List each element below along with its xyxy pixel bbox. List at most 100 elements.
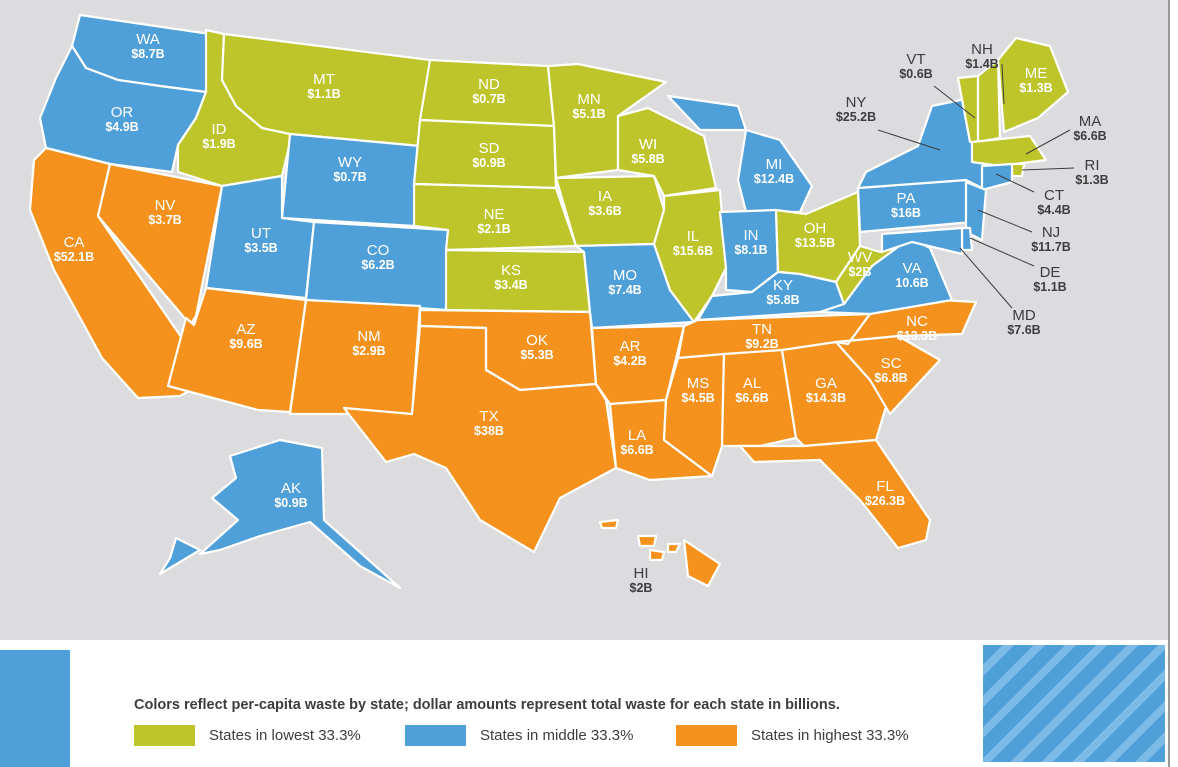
state-code-mo: MO (613, 267, 637, 284)
state-code-nj: NJ (1042, 224, 1060, 241)
callout-line (959, 247, 1013, 309)
state-value-or: $4.9B (105, 120, 138, 134)
state-me (996, 36, 1070, 134)
state-code-ar: AR (620, 338, 641, 355)
state-code-ct: CT (1044, 187, 1064, 204)
state-code-wi: WI (639, 136, 657, 153)
state-code-de: DE (1040, 264, 1061, 281)
state-ct (980, 162, 1014, 192)
state-code-co: CO (367, 242, 390, 259)
state-code-ca: CA (64, 234, 85, 251)
state-part-2 (598, 518, 620, 530)
state-part-5 (648, 548, 666, 562)
state-value-sc: $6.8B (874, 371, 907, 385)
state-tx (342, 324, 618, 554)
callout-line (995, 173, 1035, 193)
state-value-sd: $0.9B (472, 156, 505, 170)
state-code-ma: MA (1079, 113, 1102, 130)
legend-swatch-low (134, 724, 195, 746)
state-value-hi: $2B (630, 581, 653, 595)
state-code-mn: MN (577, 91, 600, 108)
state-value-nh: $1.4B (965, 57, 998, 71)
state-hi (682, 538, 722, 588)
state-code-nc: NC (906, 313, 928, 330)
footer-accent-right (983, 645, 1165, 762)
state-code-nh: NH (971, 41, 993, 58)
state-code-oh: OH (804, 220, 827, 237)
state-code-pa: PA (897, 190, 916, 207)
state-value-fl: $26.3B (865, 494, 905, 508)
state-code-ok: OK (526, 332, 548, 349)
callout-line (877, 129, 941, 151)
state-value-il: $15.6B (673, 244, 713, 258)
state-value-mo: $7.4B (608, 283, 641, 297)
legend-label-high: States in highest 33.3% (751, 726, 909, 744)
state-code-ny: NY (846, 94, 867, 111)
callout-line (1021, 167, 1075, 171)
state-part-1 (158, 536, 202, 576)
state-value-ks: $3.4B (494, 278, 527, 292)
state-value-ct: $4.4B (1037, 203, 1070, 217)
state-value-ma: $6.6B (1073, 129, 1106, 143)
state-value-vt: $0.6B (899, 67, 932, 81)
state-code-ms: MS (687, 375, 710, 392)
state-code-sc: SC (881, 355, 902, 372)
state-value-ut: $3.5B (244, 241, 277, 255)
state-code-wv: WV (848, 249, 872, 266)
state-code-ri: RI (1085, 157, 1100, 174)
legend-label-mid: States in middle 33.3% (480, 726, 634, 744)
state-code-az: AZ (236, 321, 255, 338)
state-fl (738, 438, 932, 550)
state-value-az: $9.6B (229, 337, 262, 351)
state-code-ia: IA (598, 188, 612, 205)
state-nj (964, 180, 988, 242)
legend-title: Colors reflect per-capita waste by state… (134, 697, 840, 713)
state-ak (198, 438, 402, 590)
state-value-de: $1.1B (1033, 280, 1066, 294)
state-value-in: $8.1B (734, 243, 767, 257)
state-value-wi: $5.8B (631, 152, 664, 166)
state-wi (616, 106, 718, 198)
state-part-4 (666, 542, 682, 554)
state-value-mn: $5.1B (572, 107, 605, 121)
legend-swatch-high (676, 724, 737, 746)
state-code-ne: NE (484, 206, 505, 223)
callout-line (933, 85, 976, 119)
state-value-ky: $5.8B (766, 293, 799, 307)
state-value-tx: $38B (474, 424, 504, 438)
legend-label-low: States in lowest 33.3% (209, 726, 361, 744)
legend-item-low: States in lowest 33.3% (134, 724, 361, 746)
state-value-ok: $5.3B (520, 348, 553, 362)
state-value-co: $6.2B (361, 258, 394, 272)
legend-swatch-mid (405, 724, 466, 746)
state-value-nv: $3.7B (148, 213, 181, 227)
state-code-nm: NM (357, 328, 380, 345)
state-code-md: MD (1012, 307, 1035, 324)
state-code-sd: SD (479, 140, 500, 157)
state-value-me: $1.3B (1019, 81, 1052, 95)
state-code-ky: KY (773, 277, 793, 294)
callout-line (1001, 63, 1005, 105)
state-code-hi: HI (634, 565, 649, 582)
state-code-la: LA (628, 427, 646, 444)
callout-line (969, 237, 1035, 267)
state-value-nc: $13.3B (897, 329, 937, 343)
page-edge (1168, 0, 1178, 767)
state-code-wy: WY (338, 154, 362, 171)
state-value-la: $6.6B (620, 443, 653, 457)
state-value-ca: $52.1B (54, 250, 94, 264)
state-code-tn: TN (752, 321, 772, 338)
state-value-ia: $3.6B (588, 204, 621, 218)
state-value-nd: $0.7B (472, 92, 505, 106)
state-code-tx: TX (479, 408, 498, 425)
state-code-id: ID (212, 121, 227, 138)
state-code-ga: GA (815, 375, 837, 392)
state-code-ks: KS (501, 262, 521, 279)
state-nh (976, 58, 1002, 144)
state-value-mi: $12.4B (754, 172, 794, 186)
state-value-ga: $14.3B (806, 391, 846, 405)
state-value-wa: $8.7B (131, 47, 164, 61)
state-code-va: VA (903, 260, 922, 277)
state-code-fl: FL (876, 478, 894, 495)
state-value-al: $6.6B (735, 391, 768, 405)
